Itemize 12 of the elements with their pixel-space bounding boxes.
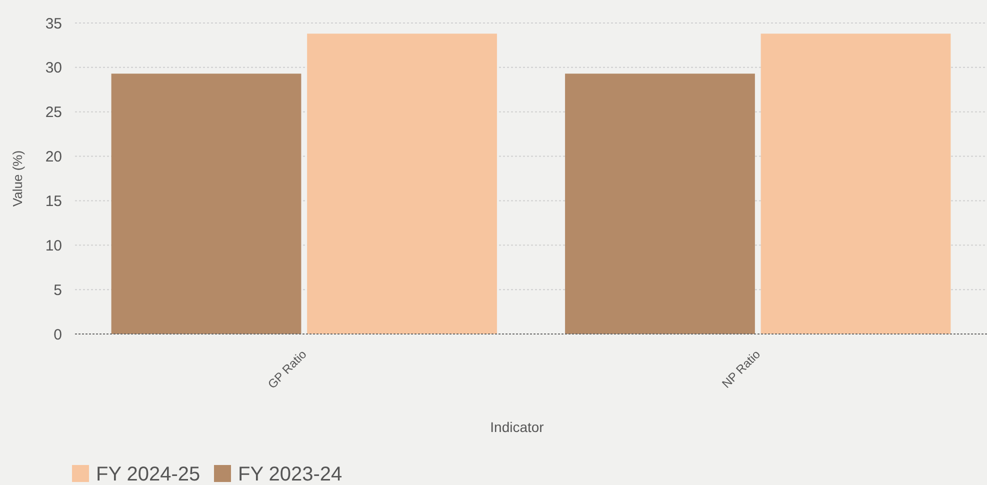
x-axis-title: Indicator bbox=[490, 419, 544, 435]
y-tick-label: 10 bbox=[45, 237, 62, 254]
y-tick-label: 5 bbox=[54, 282, 62, 299]
legend-label: FY 2024-25 bbox=[96, 464, 200, 485]
y-tick-label: 25 bbox=[45, 104, 62, 122]
y-tick-label: 30 bbox=[45, 60, 62, 77]
y-tick-label: 35 bbox=[45, 15, 62, 32]
legend-label: FY 2023-24 bbox=[238, 464, 342, 485]
y-axis-title: Value (%) bbox=[10, 150, 25, 207]
y-tick-label: 0 bbox=[54, 326, 62, 344]
y-tick-label: 20 bbox=[45, 148, 62, 166]
y-tick-label: 15 bbox=[45, 192, 62, 210]
